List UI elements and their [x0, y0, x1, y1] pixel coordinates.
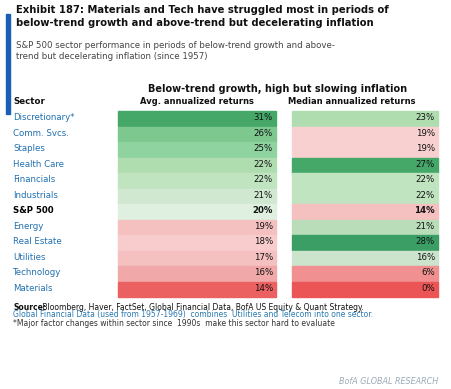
Text: Energy: Energy — [13, 222, 43, 231]
Text: 26%: 26% — [254, 129, 273, 138]
Text: 31%: 31% — [254, 113, 273, 122]
Bar — [118, 173, 276, 188]
Text: Avg. annualized returns: Avg. annualized returns — [140, 97, 254, 106]
Text: 16%: 16% — [254, 268, 273, 277]
Bar — [292, 219, 438, 235]
Bar — [292, 111, 438, 126]
Text: 22%: 22% — [416, 175, 435, 184]
Bar — [292, 173, 438, 188]
Text: BofA GLOBAL RESEARCH: BofA GLOBAL RESEARCH — [339, 377, 438, 386]
Bar — [292, 282, 438, 296]
Bar — [292, 266, 438, 281]
Text: Sector: Sector — [13, 97, 45, 106]
Bar — [118, 142, 276, 157]
Text: 21%: 21% — [254, 191, 273, 200]
Bar — [292, 126, 438, 142]
Text: 19%: 19% — [416, 129, 435, 138]
Text: 27%: 27% — [416, 160, 435, 169]
Text: Comm. Svcs.: Comm. Svcs. — [13, 129, 69, 138]
Text: Real Estate: Real Estate — [13, 237, 62, 246]
Text: Source:: Source: — [13, 303, 46, 312]
Text: 28%: 28% — [416, 237, 435, 246]
Text: Global Financial Data (used from 1957-1969)  combines  Utilities and Telecom int: Global Financial Data (used from 1957-19… — [13, 310, 373, 319]
Text: Industrials: Industrials — [13, 191, 58, 200]
Text: Utilities: Utilities — [13, 253, 46, 262]
Bar — [118, 111, 276, 126]
Text: 14%: 14% — [414, 206, 435, 215]
Text: Materials: Materials — [13, 284, 52, 293]
Text: 22%: 22% — [254, 175, 273, 184]
Text: 19%: 19% — [254, 222, 273, 231]
Text: 19%: 19% — [416, 144, 435, 153]
Text: Health Care: Health Care — [13, 160, 64, 169]
Text: Staples: Staples — [13, 144, 45, 153]
Bar — [118, 282, 276, 296]
Text: 22%: 22% — [416, 191, 435, 200]
Bar — [292, 189, 438, 203]
Bar — [292, 251, 438, 266]
Bar — [118, 126, 276, 142]
Bar — [292, 158, 438, 172]
Text: 18%: 18% — [254, 237, 273, 246]
Text: 22%: 22% — [254, 160, 273, 169]
Text: Below-trend growth, high but slowing inflation: Below-trend growth, high but slowing inf… — [148, 84, 408, 94]
Text: 23%: 23% — [416, 113, 435, 122]
Bar — [292, 235, 438, 250]
Text: Financials: Financials — [13, 175, 55, 184]
Text: 16%: 16% — [416, 253, 435, 262]
Bar — [118, 235, 276, 250]
Text: Technology: Technology — [13, 268, 61, 277]
Bar — [292, 142, 438, 157]
Bar — [118, 204, 276, 219]
Bar — [118, 158, 276, 172]
Text: 17%: 17% — [254, 253, 273, 262]
Text: Discretionary*: Discretionary* — [13, 113, 74, 122]
Bar — [118, 219, 276, 235]
Bar — [6, 14, 10, 114]
Text: 25%: 25% — [254, 144, 273, 153]
Text: S&P 500: S&P 500 — [13, 206, 54, 215]
Text: 6%: 6% — [421, 268, 435, 277]
Text: S&P 500 sector performance in periods of below-trend growth and above-
trend but: S&P 500 sector performance in periods of… — [16, 41, 335, 61]
Text: 21%: 21% — [416, 222, 435, 231]
Bar — [118, 251, 276, 266]
Text: Bloomberg, Haver, FactSet, Global Financial Data, BofA US Equity & Quant Strateg: Bloomberg, Haver, FactSet, Global Financ… — [40, 303, 364, 312]
Text: 14%: 14% — [254, 284, 273, 293]
Text: 0%: 0% — [421, 284, 435, 293]
Bar — [118, 266, 276, 281]
Bar — [292, 204, 438, 219]
Bar — [118, 189, 276, 203]
Text: Exhibit 187: Materials and Tech have struggled most in periods of
below-trend gr: Exhibit 187: Materials and Tech have str… — [16, 5, 389, 28]
Text: 20%: 20% — [253, 206, 273, 215]
Text: *Major factor changes within sector since  1990s  make this sector hard to evalu: *Major factor changes within sector sinc… — [13, 319, 335, 328]
Text: Median annualized returns: Median annualized returns — [288, 97, 416, 106]
